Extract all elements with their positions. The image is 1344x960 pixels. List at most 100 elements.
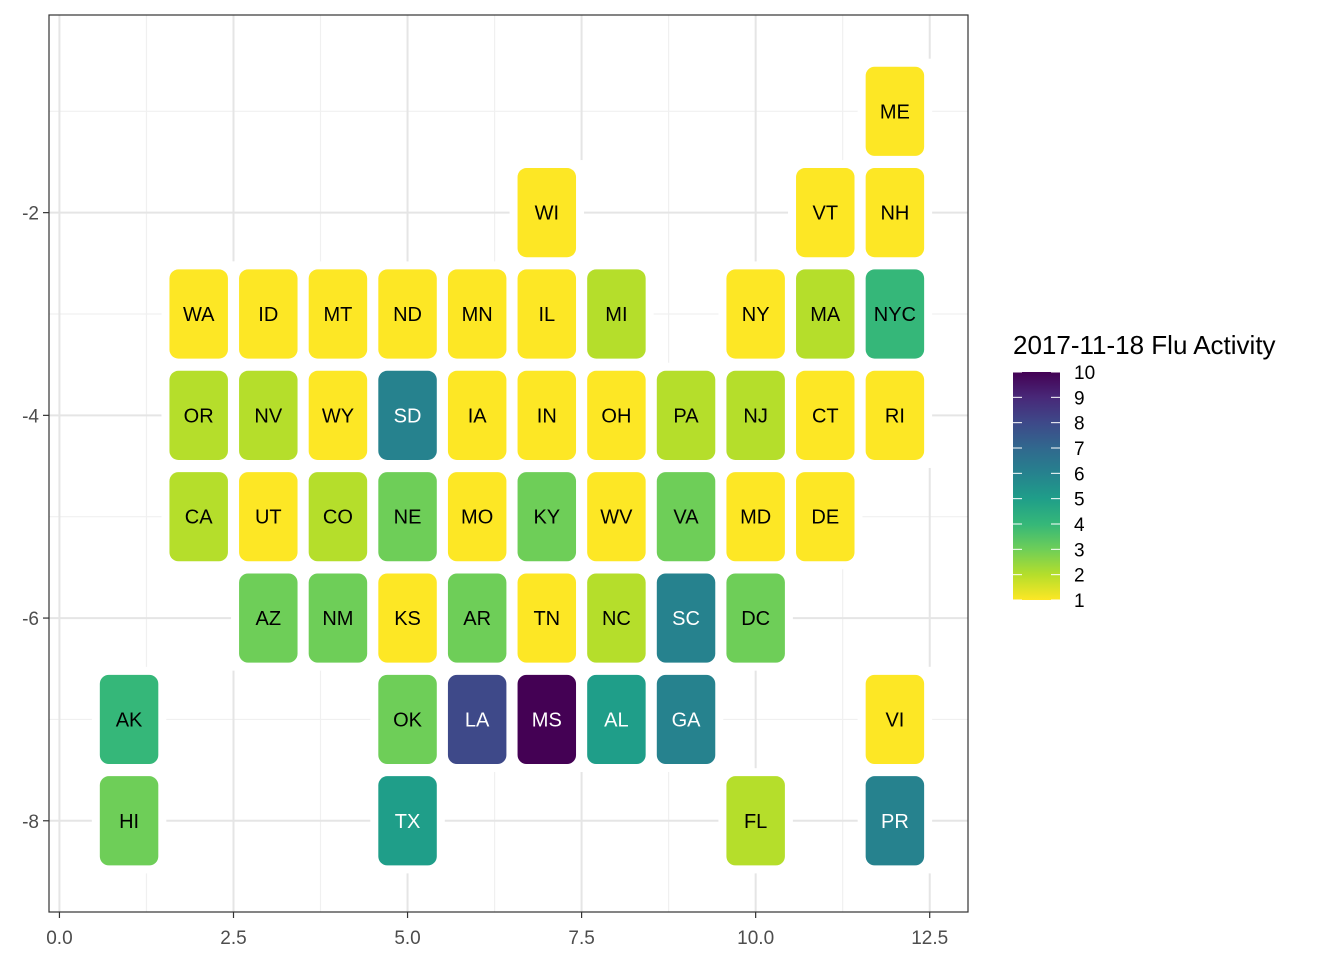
tile-nj: NJ bbox=[718, 362, 793, 468]
tile-ky: KY bbox=[509, 464, 585, 570]
tile-label: ID bbox=[258, 304, 278, 326]
tile-ks: KS bbox=[370, 565, 445, 671]
tile-wa: WA bbox=[161, 261, 236, 367]
tile-label: NJ bbox=[743, 405, 767, 427]
tile-oh: OH bbox=[579, 362, 654, 468]
tile-ga: GA bbox=[648, 666, 724, 773]
tile-label: MD bbox=[740, 507, 771, 529]
tile-ny: NY bbox=[718, 261, 793, 367]
tile-al: AL bbox=[579, 666, 654, 773]
legend: 2017-11-18 Flu Activity 10 9 8 7 6 5 4 3 2 1 bbox=[1013, 330, 1276, 612]
tile-mt: MT bbox=[300, 261, 376, 367]
tile-or: OR bbox=[161, 362, 236, 468]
tile-ma: MA bbox=[788, 261, 863, 367]
tile-label: IN bbox=[537, 405, 557, 427]
tile-label: AZ bbox=[256, 608, 282, 630]
tile-nv: NV bbox=[231, 362, 306, 468]
tile-ne: NE bbox=[370, 464, 445, 570]
tile-rect bbox=[308, 573, 368, 663]
legend-label: 10 bbox=[1074, 363, 1095, 384]
tile-mn: MN bbox=[439, 261, 515, 367]
tile-rect bbox=[308, 269, 368, 359]
tile-label: NY bbox=[742, 304, 770, 326]
tile-label: NV bbox=[254, 405, 282, 427]
tile-label: TN bbox=[533, 608, 560, 630]
tile-mi: MI bbox=[579, 261, 654, 367]
tile-rect bbox=[447, 269, 507, 359]
x-tick-label: 0.0 bbox=[46, 928, 72, 949]
tile-ca: CA bbox=[161, 464, 236, 570]
tile-label: PA bbox=[673, 405, 699, 427]
legend-label: 8 bbox=[1074, 414, 1085, 435]
tile-wy: WY bbox=[300, 362, 376, 468]
tile-rect bbox=[378, 472, 437, 562]
tile-rect bbox=[517, 168, 577, 258]
tile-label: MT bbox=[323, 304, 352, 326]
tile-rect bbox=[378, 776, 437, 866]
y-tick-label: -6 bbox=[22, 609, 39, 630]
tile-rect bbox=[378, 269, 437, 359]
tile-rect bbox=[656, 573, 716, 663]
tile-rect bbox=[726, 776, 785, 866]
tile-rect bbox=[865, 674, 925, 765]
tile-label: NE bbox=[394, 507, 422, 529]
tile-rect bbox=[378, 674, 437, 765]
tile-rect bbox=[308, 370, 368, 460]
x-tick-label: 5.0 bbox=[394, 928, 420, 949]
legend-label: 3 bbox=[1074, 540, 1085, 561]
tile-rect bbox=[726, 370, 785, 460]
tile-rect bbox=[587, 472, 646, 562]
tile-rect bbox=[447, 674, 507, 765]
tile-label: CT bbox=[812, 405, 839, 427]
tile-rect bbox=[796, 472, 855, 562]
tile-label: PR bbox=[881, 811, 909, 833]
tile-rect bbox=[587, 674, 646, 765]
tile-ri: RI bbox=[857, 362, 933, 468]
tile-rect bbox=[517, 573, 577, 663]
tile-rect bbox=[587, 269, 646, 359]
tile-rect bbox=[587, 573, 646, 663]
tile-rect bbox=[587, 370, 646, 460]
tile-label: GA bbox=[672, 709, 702, 731]
tile-label: KY bbox=[533, 507, 560, 529]
tile-label: SD bbox=[394, 405, 422, 427]
tile-rect bbox=[865, 66, 925, 156]
x-tick-label: 2.5 bbox=[220, 928, 246, 949]
tile-label: MO bbox=[461, 507, 493, 529]
tile-co: CO bbox=[300, 464, 376, 570]
tiles: ME WI VT NH WA ID MT ND MN IL MI NY MA NYC OR NV WY SD IA I… bbox=[91, 58, 933, 874]
tile-rect bbox=[239, 573, 298, 663]
panel-border bbox=[48, 14, 969, 913]
tile-label: WV bbox=[600, 507, 633, 529]
tile-me: ME bbox=[857, 58, 933, 164]
tile-ak: AK bbox=[91, 666, 167, 773]
tile-rect bbox=[656, 674, 716, 765]
tile-rect bbox=[447, 573, 507, 663]
tile-rect bbox=[726, 269, 785, 359]
tile-tx: TX bbox=[370, 768, 445, 874]
tile-rect bbox=[865, 370, 925, 460]
x-tick-label: 12.5 bbox=[911, 928, 948, 949]
x-tick-label: 7.5 bbox=[568, 928, 594, 949]
y-tick-label: -4 bbox=[22, 406, 39, 427]
tile-rect bbox=[99, 674, 159, 765]
tile-label: IA bbox=[468, 405, 488, 427]
tile-pa: PA bbox=[648, 362, 724, 468]
tile-rect bbox=[656, 472, 716, 562]
tile-label: WI bbox=[535, 203, 559, 225]
tile-nyc: NYC bbox=[857, 261, 933, 367]
tile-label: SC bbox=[672, 608, 700, 630]
x-axis: 0.0 2.5 5.0 7.5 10.0 12.5 bbox=[46, 912, 948, 949]
tile-rect bbox=[726, 573, 785, 663]
tile-rect bbox=[865, 776, 925, 866]
tile-mo: MO bbox=[439, 464, 515, 570]
tile-label: MI bbox=[605, 304, 627, 326]
tile-vt: VT bbox=[788, 160, 863, 266]
tile-md: MD bbox=[718, 464, 793, 570]
tile-in: IN bbox=[509, 362, 585, 468]
tile-rect bbox=[865, 269, 925, 359]
tile-id: ID bbox=[231, 261, 306, 367]
tile-label: AL bbox=[604, 709, 628, 731]
tile-nd: ND bbox=[370, 261, 445, 367]
